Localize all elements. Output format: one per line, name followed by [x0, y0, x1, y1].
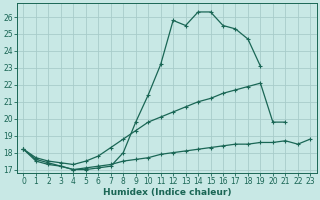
X-axis label: Humidex (Indice chaleur): Humidex (Indice chaleur)	[103, 188, 231, 197]
